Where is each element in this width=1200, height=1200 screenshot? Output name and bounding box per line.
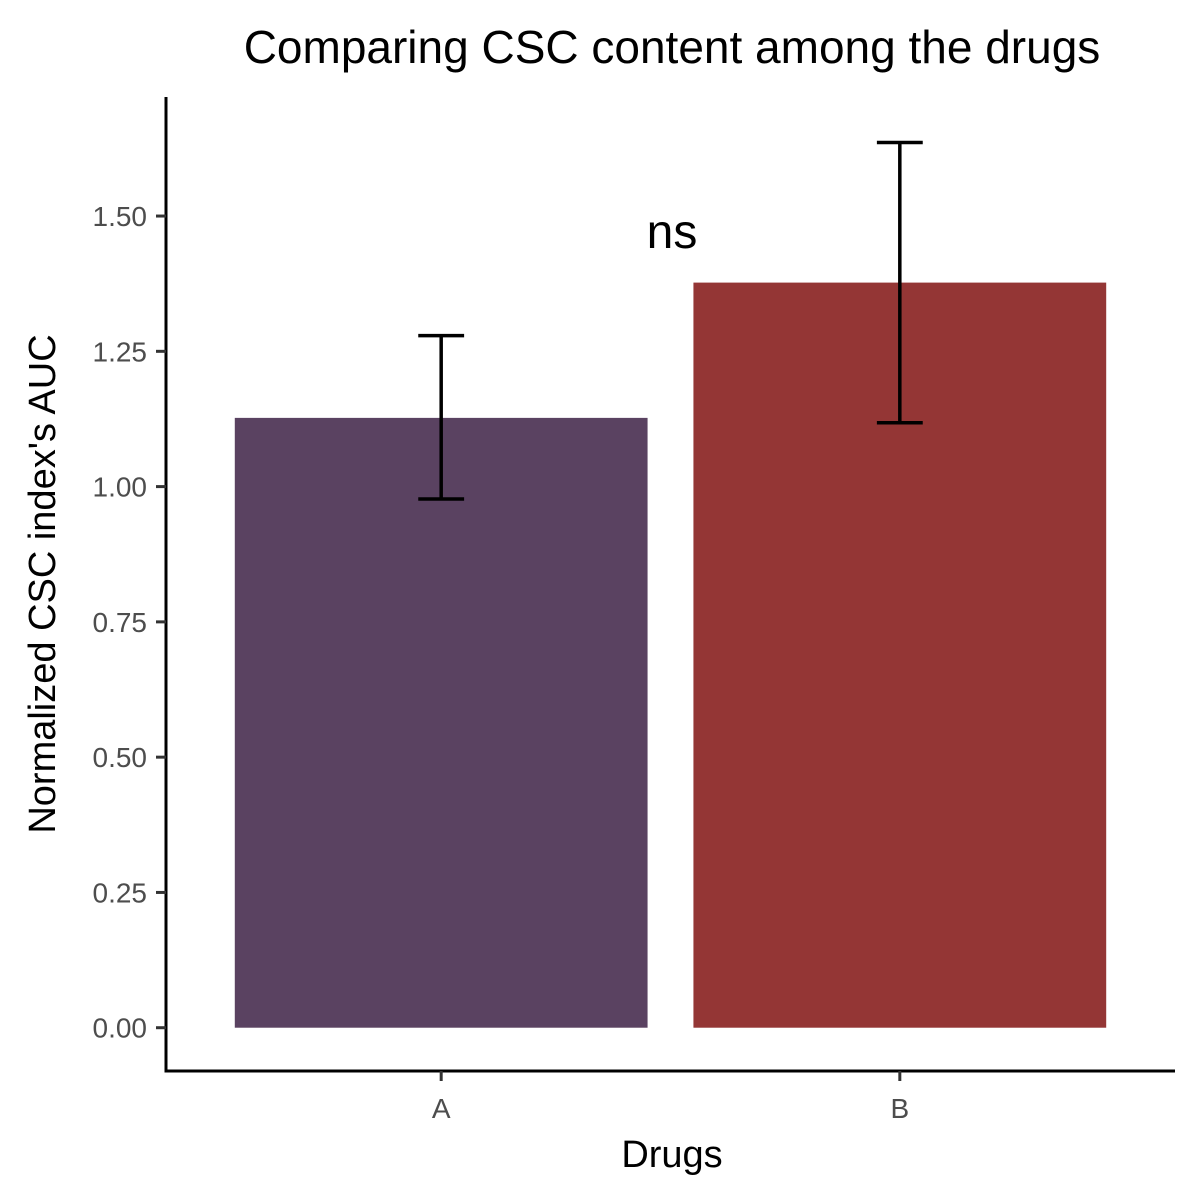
chart-title: Comparing CSC content among the drugs <box>244 21 1101 73</box>
x-tick-label: B <box>890 1093 909 1124</box>
y-tick-label: 1.25 <box>93 336 148 367</box>
y-tick-label: 0.50 <box>93 742 148 773</box>
y-tick-label: 0.00 <box>93 1013 148 1044</box>
error-bars-layer <box>418 140 923 501</box>
significance-annotation: ns <box>647 206 698 259</box>
error-bar-A <box>418 333 465 501</box>
bar-A <box>234 417 648 1028</box>
y-ticks-layer: 0.00 0.25 0.50 0.75 1.00 1.25 1.50 <box>93 201 166 1044</box>
bars-layer <box>234 282 1107 1028</box>
y-axis-label: Normalized CSC index's AUC <box>22 334 64 833</box>
y-tick-label: 0.75 <box>93 607 148 638</box>
y-tick-label: 1.50 <box>93 201 148 232</box>
y-tick-label: 0.25 <box>93 877 148 908</box>
error-bar-B <box>876 140 923 425</box>
x-tick-label: A <box>432 1093 451 1124</box>
y-tick-label: 1.00 <box>93 472 148 503</box>
x-axis-label: Drugs <box>621 1134 722 1176</box>
